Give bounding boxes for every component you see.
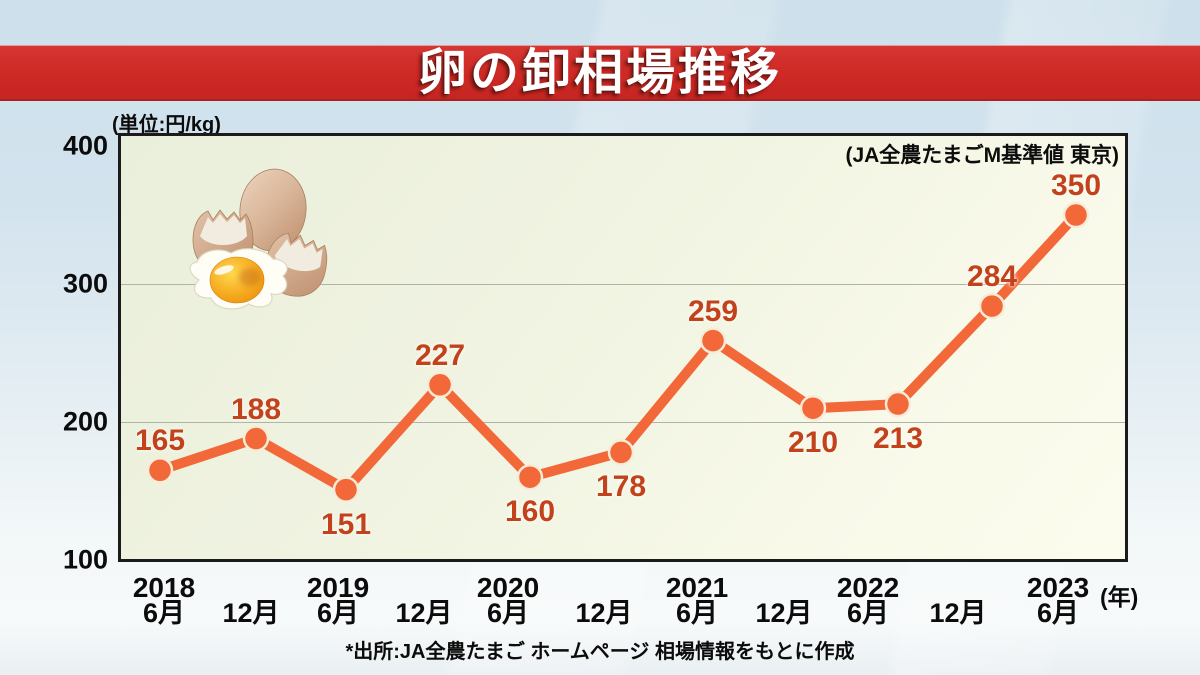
value-label-284: 284 [966, 260, 1018, 294]
value-label-350: 350 [1050, 169, 1102, 202]
gridline-200 [121, 422, 1125, 423]
data-point-2019年6月 [332, 476, 360, 503]
x-year-label-2022: 2022 [836, 572, 900, 603]
data-point-2022年6月 [884, 390, 912, 418]
value-label-165: 165 [134, 424, 186, 458]
line-chart [146, 201, 1090, 503]
page-title: 卵の卸相場推移 [417, 43, 782, 101]
data-point-2022年12月 [978, 292, 1006, 320]
whole-egg [239, 168, 307, 252]
value-label-210: 210 [787, 426, 839, 460]
x-year-label-2019: 2019 [306, 572, 370, 603]
y-tick-400: 400 [62, 130, 108, 161]
year-unit-label: (年) [1100, 584, 1139, 610]
value-label-178: 178 [595, 470, 647, 504]
unit-label: (単位:円/kg) [112, 114, 221, 136]
data-point-2020年6月 [516, 463, 544, 491]
x-month-label-9: 12月 [929, 598, 987, 628]
value-label-227: 227 [414, 338, 466, 372]
yolk-highlight [214, 265, 234, 275]
gridline-300 [121, 284, 1125, 285]
basis-note: (JA全農たまごM基準値 東京) [845, 144, 1119, 167]
y-tick-300: 300 [62, 268, 108, 299]
value-label-213: 213 [872, 422, 924, 456]
yolk-blush [239, 268, 261, 286]
x-month-label-2: 6月 [316, 598, 360, 628]
data-point-2018年12月 [242, 425, 270, 452]
title-banner: 卵の卸相場推移 [0, 45, 1200, 101]
x-year-label-2020: 2020 [476, 572, 540, 603]
x-month-label-1: 12月 [222, 598, 280, 628]
x-month-label-8: 6月 [846, 598, 890, 628]
x-year-label-2018: 2018 [132, 572, 196, 603]
x-month-label-3: 12月 [395, 598, 453, 628]
data-point-2019年12月 [426, 371, 454, 398]
x-year-label-2021: 2021 [665, 572, 729, 603]
data-point-2020年12月 [607, 439, 635, 466]
x-month-label-7: 12月 [755, 598, 813, 628]
data-point-2021年6月 [699, 327, 727, 354]
x-month-label-4: 6月 [486, 598, 530, 628]
value-label-151: 151 [320, 507, 372, 541]
egg-illustration [189, 168, 328, 310]
chart-plot-area: (JA全農たまごM基準値 東京) 165 188 151 227 160 178 259 21… [118, 133, 1128, 562]
value-label-259: 259 [687, 294, 739, 328]
data-point-2021年12月 [799, 394, 827, 422]
data-point-2023年6月 [1062, 201, 1090, 229]
x-month-label-6: 6月 [675, 598, 719, 628]
y-tick-200: 200 [62, 406, 108, 437]
value-label-188: 188 [230, 392, 282, 426]
x-month-label-5: 12月 [575, 598, 633, 628]
x-month-label-0: 6月 [142, 598, 186, 628]
x-year-label-2023: 2023 [1026, 572, 1090, 603]
data-point-2018年6月 [146, 457, 174, 484]
y-tick-100: 100 [62, 544, 108, 575]
x-month-label-10: 6月 [1036, 598, 1080, 628]
value-label-160: 160 [504, 495, 556, 529]
source-note: *出所:JA全農たまご ホームページ 相場情報をもとに作成 [345, 641, 855, 663]
